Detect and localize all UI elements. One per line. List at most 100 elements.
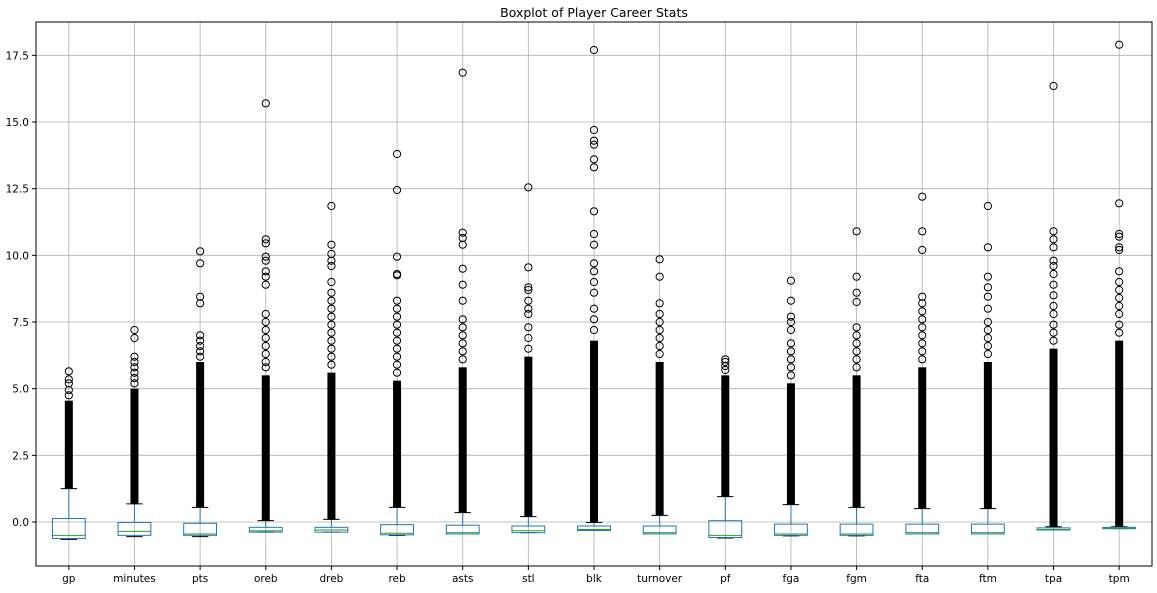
- outlier-point: [589, 125, 599, 135]
- outlier-point: [1049, 81, 1058, 91]
- dense-outliers: [458, 367, 467, 513]
- x-tick-label: reb: [388, 573, 406, 585]
- iqr-box: [117, 522, 152, 536]
- outlier-point: [1049, 269, 1058, 279]
- dense-outliers: [1049, 348, 1058, 527]
- outlier-point: [64, 375, 73, 384]
- box-group-dreb: [314, 201, 349, 533]
- outlier-point: [1049, 227, 1058, 236]
- box-group-oreb: [248, 99, 283, 533]
- outlier-point: [589, 315, 599, 324]
- outlier-point: [130, 333, 139, 343]
- outlier-point: [130, 373, 139, 383]
- outlier-point: [327, 296, 336, 305]
- box-group-minutes: [117, 325, 152, 538]
- outlier-point: [261, 252, 270, 261]
- outlier-point: [130, 357, 139, 367]
- outlier-point: [786, 355, 796, 364]
- outlier-point: [852, 323, 861, 332]
- dense-outliers: [590, 340, 598, 523]
- outlier-point: [918, 299, 927, 308]
- outlier-point: [983, 201, 992, 211]
- outlier-point: [261, 341, 270, 351]
- outlier-point: [852, 331, 861, 340]
- outlier-point: [524, 344, 533, 353]
- dense-outliers: [983, 362, 992, 509]
- outlier-point: [1049, 328, 1058, 337]
- outlier-point: [655, 255, 664, 264]
- outlier-point: [983, 333, 992, 343]
- outlier-point: [655, 299, 664, 308]
- outlier-point: [392, 149, 402, 159]
- iqr-box: [248, 526, 283, 533]
- outlier-point: [1049, 336, 1058, 345]
- outlier-point: [64, 391, 73, 400]
- box-group-tpa: [1036, 81, 1071, 531]
- box-group-pts: [183, 247, 218, 538]
- outlier-point: [327, 320, 336, 329]
- outlier-point: [918, 307, 927, 316]
- outlier-point: [852, 347, 861, 356]
- outlier-point: [261, 349, 270, 359]
- outlier-point: [327, 304, 336, 313]
- outlier-point: [392, 185, 402, 195]
- outlier-point: [655, 333, 664, 343]
- outlier-point: [261, 235, 270, 244]
- outlier-point: [130, 363, 139, 372]
- outlier-point: [261, 239, 270, 248]
- x-tick-label: gp: [62, 573, 76, 585]
- outlier-point: [852, 363, 861, 372]
- outlier-point: [458, 240, 467, 249]
- outlier-point: [589, 229, 599, 239]
- outlier-point: [458, 68, 467, 77]
- outlier-point: [1115, 293, 1124, 303]
- y-tick-label: 0.0: [12, 517, 29, 529]
- outlier-point: [130, 325, 139, 335]
- outlier-point: [1115, 245, 1124, 255]
- outlier-point: [327, 312, 336, 321]
- outlier-point: [392, 352, 402, 361]
- outlier-point: [983, 317, 992, 327]
- outlier-point: [392, 252, 402, 261]
- outlier-point: [589, 140, 599, 149]
- outlier-point: [327, 336, 336, 345]
- outlier-point: [589, 240, 599, 249]
- outlier-point: [983, 349, 992, 359]
- outlier-point: [655, 325, 664, 335]
- box-group-fga: [774, 276, 808, 537]
- outlier-point: [589, 136, 599, 145]
- y-axis: 0.0 2.5 5.0 7.5 10.0 12.5 15.0 17.5: [6, 50, 36, 529]
- outlier-point: [524, 323, 533, 332]
- x-tick-label: stl: [522, 573, 535, 585]
- outlier-point: [261, 99, 270, 108]
- dense-outliers: [655, 362, 664, 516]
- outlier-point: [196, 247, 205, 256]
- iqr-box: [970, 523, 1005, 535]
- x-tick-label: fta: [915, 573, 929, 585]
- outlier-point: [64, 367, 73, 376]
- x-tick-label: tpa: [1045, 573, 1062, 585]
- box-group-fta: [905, 192, 940, 535]
- outlier-point: [589, 155, 599, 164]
- outlier-point: [392, 312, 402, 321]
- outlier-point: [196, 331, 205, 340]
- y-tick-label: 2.5: [12, 450, 29, 462]
- x-tick-label: blk: [586, 573, 603, 585]
- outlier-point: [524, 296, 533, 305]
- iqr-box: [51, 518, 86, 540]
- outlier-point: [458, 355, 467, 364]
- dense-outliers: [524, 356, 533, 517]
- outlier-point: [392, 269, 402, 279]
- outlier-point: [589, 325, 599, 335]
- outlier-point: [1115, 199, 1124, 208]
- outlier-point: [983, 292, 992, 301]
- box-group-gp: [51, 367, 86, 540]
- outlier-point: [589, 277, 599, 287]
- outlier-point: [1115, 320, 1124, 329]
- x-tick-label: fga: [783, 573, 800, 585]
- outlier-point: [918, 331, 927, 340]
- x-tick-label: asts: [452, 573, 474, 585]
- box-group-ftm: [970, 201, 1005, 535]
- x-tick-label: turnover: [637, 573, 683, 585]
